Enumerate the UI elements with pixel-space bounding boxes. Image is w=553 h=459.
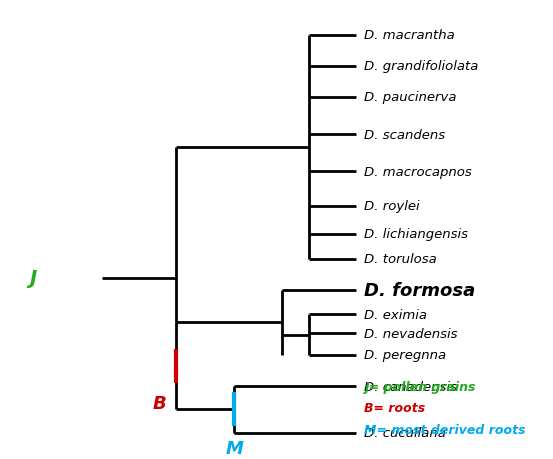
- Text: D. grandifoliolata: D. grandifoliolata: [364, 60, 479, 73]
- Text: D. scandens: D. scandens: [364, 129, 445, 141]
- Text: D. lichiangensis: D. lichiangensis: [364, 228, 468, 241]
- Text: D. peregnna: D. peregnna: [364, 349, 446, 362]
- Text: D. roylei: D. roylei: [364, 200, 420, 213]
- Text: J: J: [29, 269, 36, 288]
- Text: D. eximia: D. eximia: [364, 308, 427, 321]
- Text: D. macrantha: D. macrantha: [364, 29, 455, 42]
- Text: D. cucullana: D. cucullana: [364, 426, 446, 439]
- Text: M: M: [225, 439, 243, 457]
- Text: J= pollen grains: J= pollen grains: [364, 380, 476, 392]
- Text: D. paucinerva: D. paucinerva: [364, 91, 457, 104]
- Text: D. nevadensis: D. nevadensis: [364, 327, 458, 340]
- Text: D. torulosa: D. torulosa: [364, 252, 437, 265]
- Text: D. formosa: D. formosa: [364, 281, 476, 299]
- Text: D. macrocapnos: D. macrocapnos: [364, 166, 472, 179]
- Text: B: B: [153, 394, 167, 412]
- Text: B= roots: B= roots: [364, 401, 426, 414]
- Text: D. canadensis: D. canadensis: [364, 380, 457, 392]
- Text: M= most derived roots: M= most derived roots: [364, 423, 526, 436]
